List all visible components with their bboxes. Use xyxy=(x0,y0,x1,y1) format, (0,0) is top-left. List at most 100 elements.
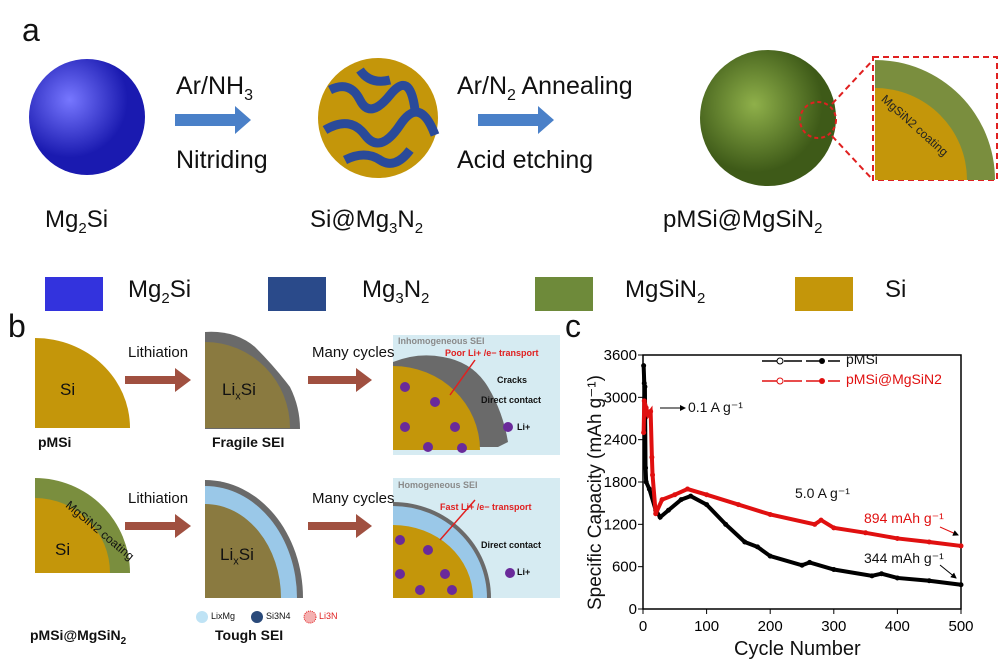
data-point xyxy=(742,539,748,545)
legend-marker-open xyxy=(776,377,784,385)
data-point xyxy=(894,535,900,541)
coating-inset xyxy=(872,56,998,181)
data-point xyxy=(643,479,649,485)
legend-pmsi-mgsin2: pMSi@MgSiN2 xyxy=(846,371,942,387)
step2-conditions: Ar/N2 Annealing xyxy=(457,72,633,104)
lixsi-label-bottom: LixSi xyxy=(220,545,254,568)
data-point xyxy=(735,502,741,508)
x-tick-label: 100 xyxy=(694,618,719,635)
y-axis-label: Specific Capacity (mAh g⁻¹) xyxy=(585,375,606,610)
pmsi-caption: pMSi xyxy=(38,434,72,450)
step1-conditions: Ar/NH3 xyxy=(176,72,253,104)
data-point xyxy=(648,408,654,414)
sei-legend-markers xyxy=(196,610,317,624)
data-point xyxy=(863,530,869,536)
legend-swatch-mg3n2 xyxy=(268,277,326,311)
panel-label-a: a xyxy=(22,12,40,48)
homogeneous-sei-label: Homogeneous SEI xyxy=(398,480,478,490)
data-point xyxy=(812,521,818,527)
data-point xyxy=(688,493,694,499)
si-label: Si xyxy=(60,380,76,399)
material-mg2si: Mg2Si xyxy=(45,206,109,237)
data-point xyxy=(649,454,655,460)
data-point xyxy=(807,559,813,565)
many-cycles-label-bottom: Many cycles xyxy=(312,490,395,507)
fast-transport-label: Fast Li+ /e− transport xyxy=(440,502,532,512)
legend-swatch-mgsin2 xyxy=(535,277,593,311)
lithiation-label-top: Lithiation xyxy=(128,344,189,361)
data-point xyxy=(645,412,651,418)
data-point xyxy=(642,384,648,390)
data-point xyxy=(704,492,710,498)
si-label-bottom: Si xyxy=(55,540,71,559)
data-point xyxy=(926,539,932,545)
data-point xyxy=(641,430,647,436)
li-ions xyxy=(395,382,515,595)
x-axis-label: Cycle Number xyxy=(734,638,861,660)
data-point xyxy=(678,497,684,503)
cracks-label: Cracks xyxy=(497,375,528,385)
data-point xyxy=(831,525,837,531)
data-point xyxy=(704,502,710,508)
x-tick-label: 200 xyxy=(758,618,783,635)
y-tick-label: 0 xyxy=(629,601,637,618)
x-tick-label: 300 xyxy=(821,618,846,635)
legend-label-mgsin2: MgSiN2 xyxy=(625,276,706,307)
y-tick-label: 2400 xyxy=(604,432,637,449)
many-cycles-arrow-bottom xyxy=(308,514,372,538)
pmsi-mgsin2-sphere xyxy=(700,50,874,186)
li-ion-label-bottom: Li+ xyxy=(517,567,531,577)
y-tick-label: 600 xyxy=(612,559,637,576)
data-point xyxy=(894,575,900,581)
many-cycles-arrow-top xyxy=(308,368,372,392)
data-point xyxy=(958,582,964,588)
legend-swatch-mg2si xyxy=(45,277,103,311)
data-point xyxy=(818,517,824,523)
data-point xyxy=(641,363,647,369)
legend-label-si: Si xyxy=(885,276,907,303)
data-point xyxy=(650,472,656,478)
arrow-344 xyxy=(939,564,957,579)
direct-contact-label-top: Direct contact xyxy=(481,395,542,405)
pmsi-mgsin2-particle xyxy=(35,498,110,573)
data-point xyxy=(653,511,659,517)
data-point xyxy=(754,544,760,550)
legend-lixmg: LixMg xyxy=(211,611,236,621)
lithiation-label-bottom: Lithiation xyxy=(128,490,189,507)
y-tick-label: 1800 xyxy=(604,474,637,491)
panel-label-b: b xyxy=(8,308,26,344)
data-point xyxy=(672,492,678,498)
lixsi-label-top: LixSi xyxy=(222,380,256,403)
inhomogeneous-sei-label: Inhomogeneous SEI xyxy=(398,336,485,346)
plot-frame xyxy=(642,354,962,610)
arrow-1 xyxy=(175,106,251,134)
y-tick-label: 1200 xyxy=(604,516,637,533)
data-point xyxy=(958,543,964,549)
x-tick-label: 0 xyxy=(639,618,647,635)
data-point xyxy=(879,571,884,577)
data-point xyxy=(831,566,837,572)
data-point xyxy=(643,465,649,471)
data-point xyxy=(646,486,652,492)
x-tick-label: 500 xyxy=(948,618,973,635)
data-point xyxy=(869,573,875,579)
data-point xyxy=(926,578,932,584)
legend-swatch-si xyxy=(795,277,853,311)
data-point xyxy=(657,514,663,520)
x-tick-label: 400 xyxy=(885,618,910,635)
legend-marker-open xyxy=(776,357,784,365)
data-point xyxy=(767,511,773,517)
data-point xyxy=(641,398,647,404)
legend-marker-filled xyxy=(819,378,825,384)
material-si-mg3n2: Si@Mg3N2 xyxy=(310,206,424,237)
data-point xyxy=(659,497,665,503)
annotation-0-1: 0.1 A g⁻¹ xyxy=(688,399,743,415)
annotation-5-0: 5.0 A g⁻¹ xyxy=(795,485,850,501)
panel-label-c: c xyxy=(565,308,581,344)
data-point xyxy=(643,405,649,411)
data-point xyxy=(799,562,805,568)
poor-transport-label: Poor Li+ /e− transport xyxy=(445,348,539,358)
pmsi-particle xyxy=(35,338,130,428)
